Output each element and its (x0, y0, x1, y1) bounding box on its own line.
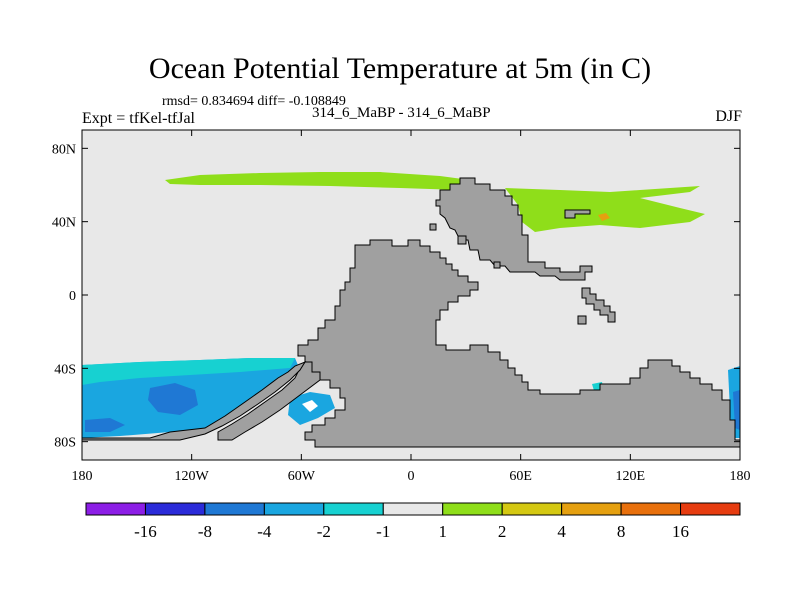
axis-ticks: 180 120W 60W 0 60E 120E 180 80N 40N 0 40S 80S (52, 130, 751, 484)
y-tick-label: 40S (54, 362, 76, 377)
colorbar-swatch (263, 502, 325, 516)
chart-title: Ocean Potential Temperature at 5m (in C) (148, 52, 652, 85)
x-tick-label: 180 (730, 469, 751, 484)
land-south-ridge (81, 360, 307, 441)
y-tick-label: 40N (52, 216, 76, 231)
land-islands-east (564, 209, 591, 219)
colorbar-label: -16 (134, 522, 157, 541)
colorbar-swatch (680, 502, 741, 516)
land-islands-southeast (581, 287, 616, 323)
season-label: DJF (715, 108, 742, 125)
y-tick-label: 80S (54, 436, 76, 451)
case-label: 314_6_MaBP - 314_6_MaBP (312, 105, 491, 121)
x-tick-label: 180 (72, 469, 93, 484)
stats-text: rmsd= 0.834694 diff= -0.108849 (162, 94, 346, 109)
land-south-spine (217, 361, 321, 441)
colorbar-label: 2 (498, 522, 507, 541)
land-small-island-2 (457, 235, 467, 245)
colorbar-swatch (323, 502, 384, 516)
colorbar-swatch (144, 502, 206, 516)
colorbar-swatch (382, 502, 444, 516)
anomaly-north-pacific-band (165, 172, 480, 190)
anomaly-north-atlantic-band (505, 186, 705, 232)
x-tick-label: 120W (175, 469, 210, 484)
colorbar-label: -8 (198, 522, 212, 541)
colorbar-label: 8 (617, 522, 626, 541)
anomaly-warm-spot (598, 213, 610, 221)
colorbar-swatch (204, 502, 265, 516)
y-tick-label: 0 (69, 289, 76, 304)
x-tick-label: 60W (288, 469, 316, 484)
land-small-island-1 (577, 315, 587, 325)
land-small-island-4 (493, 261, 501, 269)
colorbar-swatch (620, 502, 682, 516)
colorbar-label: -1 (376, 522, 390, 541)
colorbar-label: -2 (317, 522, 331, 541)
anomaly-south-pacific-light (82, 358, 295, 385)
land-main-continent (435, 177, 593, 281)
anomaly-drake-white (302, 400, 318, 412)
x-tick-label: 120E (616, 469, 646, 484)
colorbar: -16 -8 -4 -2 -1 1 2 4 8 16 (85, 502, 741, 541)
colorbar-swatch (561, 502, 622, 516)
colorbar-swatch (85, 502, 146, 516)
colorbar-label: 4 (557, 522, 566, 541)
colorbar-swatch (501, 502, 563, 516)
colorbar-label: -4 (257, 522, 272, 541)
colorbar-swatch (442, 502, 503, 516)
land-small-island-3 (429, 223, 437, 231)
colorbar-label: 16 (672, 522, 689, 541)
x-tick-label: 60E (509, 469, 532, 484)
map-panel: 180 120W 60W 0 60E 120E 180 80N 40N 0 40S 80S (52, 129, 751, 484)
anomaly-south-pacific-core2 (85, 418, 125, 432)
colorbar-label: 1 (438, 522, 447, 541)
land-mask (81, 177, 741, 448)
experiment-label: Expt = tfKel-tfJal (82, 110, 195, 127)
x-tick-label: 0 (408, 469, 415, 484)
y-tick-label: 80N (52, 142, 76, 157)
anomaly-south-pacific-core (148, 383, 198, 415)
